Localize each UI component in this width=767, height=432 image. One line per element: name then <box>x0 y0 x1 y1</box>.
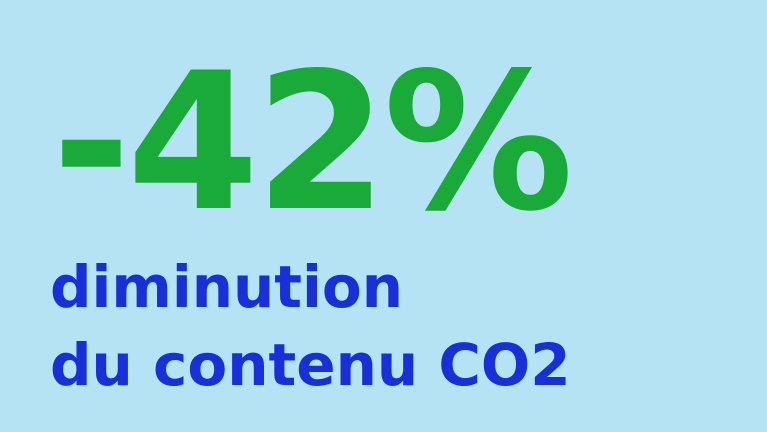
caption-line-1: diminution <box>50 253 404 321</box>
caption-line-2: du contenu CO2 <box>50 331 571 399</box>
stat-value: -42% <box>52 32 574 253</box>
stat-caption: diminution du contenu CO2 <box>50 248 571 404</box>
